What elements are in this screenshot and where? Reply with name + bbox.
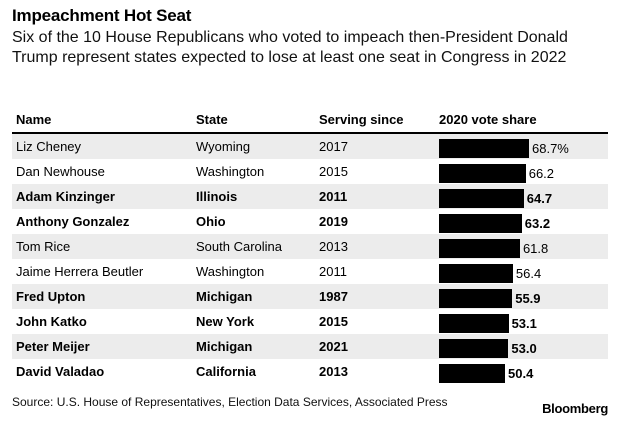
- table-row: Anthony Gonzalez Ohio 2019 63.2: [12, 209, 608, 234]
- cell-state: South Carolina: [196, 239, 282, 254]
- cell-name: Peter Meijer: [16, 339, 90, 354]
- table-row: Tom Rice South Carolina 2013 61.8: [12, 234, 608, 259]
- cell-state: Ohio: [196, 214, 226, 229]
- cell-name: Dan Newhouse: [16, 164, 105, 179]
- vote-share-bar: [439, 264, 513, 283]
- header-name: Name: [16, 112, 52, 127]
- cell-state: Illinois: [196, 189, 238, 204]
- header-state: State: [196, 112, 228, 127]
- vote-share-bar: [439, 289, 513, 308]
- cell-serving-since: 2017: [319, 139, 348, 154]
- cell-serving-since: 2013: [319, 239, 348, 254]
- vote-share-label: 53.1: [511, 316, 537, 331]
- vote-share-bar: [439, 189, 524, 208]
- table-row: Adam Kinzinger Illinois 2011 64.7: [12, 184, 608, 209]
- cell-serving-since: 2015: [319, 314, 348, 329]
- cell-serving-since: 2013: [319, 364, 348, 379]
- cell-name: David Valadao: [16, 364, 105, 379]
- table-header: Name State Serving since 2020 vote share: [12, 108, 608, 134]
- chart-title: Impeachment Hot Seat: [12, 6, 192, 25]
- cell-state: Michigan: [196, 289, 253, 304]
- cell-name: Fred Upton: [16, 289, 86, 304]
- cell-state: Washington: [196, 164, 265, 179]
- vote-share-label: 66.2: [528, 166, 555, 181]
- vote-share-label: 64.7: [526, 191, 553, 206]
- chart-subtitle: Six of the 10 House Republicans who vote…: [12, 29, 568, 66]
- cell-name: Tom Rice: [16, 239, 71, 254]
- vote-share-bar: [439, 239, 520, 258]
- vote-share-label: 61.8: [522, 241, 549, 256]
- cell-serving-since: 1987: [319, 289, 348, 304]
- source-note: Source: U.S. House of Representatives, E…: [12, 395, 448, 409]
- vote-share-bar: [439, 314, 509, 333]
- vote-share-bar: [439, 364, 506, 383]
- table-body: Liz Cheney Wyoming 2017 68.7% Dan Newhouse Wa…: [12, 134, 608, 384]
- vote-share-bar: [439, 214, 522, 233]
- table-row: David Valadao California 2013 50.4: [12, 359, 608, 384]
- cell-serving-since: 2011: [319, 264, 347, 279]
- cell-state: Wyoming: [196, 139, 251, 154]
- cell-serving-since: 2011: [319, 189, 348, 204]
- cell-name: Liz Cheney: [16, 139, 82, 154]
- vote-share-label: 53.0: [511, 341, 537, 356]
- vote-share-label: 50.4: [508, 366, 534, 381]
- table-row: Fred Upton Michigan 1987 55.9: [12, 284, 608, 309]
- cell-serving-since: 2015: [319, 164, 348, 179]
- vote-share-label: 55.9: [515, 291, 541, 306]
- cell-state: California: [196, 364, 256, 379]
- cell-serving-since: 2019: [319, 214, 348, 229]
- table-row: John Katko New York 2015 53.1: [12, 309, 608, 334]
- table-row: Liz Cheney Wyoming 2017 68.7%: [12, 134, 608, 159]
- cell-name: John Katko: [16, 314, 87, 329]
- cell-name: Jaime Herrera Beutler: [16, 264, 144, 279]
- vote-share-label: 68.7%: [532, 141, 569, 156]
- vote-share-label: 63.2: [524, 216, 551, 231]
- header-serving-since: Serving since: [319, 112, 404, 127]
- cell-state: Washington: [196, 264, 265, 279]
- vote-share-bar: [439, 339, 509, 358]
- cell-state: Michigan: [196, 339, 253, 354]
- cell-serving-since: 2021: [319, 339, 348, 354]
- cell-name: Adam Kinzinger: [16, 189, 115, 204]
- header-vote-share: 2020 vote share: [439, 112, 537, 127]
- table-row: Jaime Herrera Beutler Washington 2011 56.4: [12, 259, 608, 284]
- table-row: Dan Newhouse Washington 2015 66.2: [12, 159, 608, 184]
- table-row: Peter Meijer Michigan 2021 53.0: [12, 334, 608, 359]
- cell-name: Anthony Gonzalez: [16, 214, 130, 229]
- vote-share-bar: [439, 164, 526, 183]
- brand-logo: Bloomberg: [542, 401, 608, 416]
- data-table: Name State Serving since 2020 vote share…: [12, 108, 608, 384]
- vote-share-bar: [439, 139, 529, 158]
- vote-share-label: 56.4: [515, 266, 542, 281]
- cell-state: New York: [196, 314, 255, 329]
